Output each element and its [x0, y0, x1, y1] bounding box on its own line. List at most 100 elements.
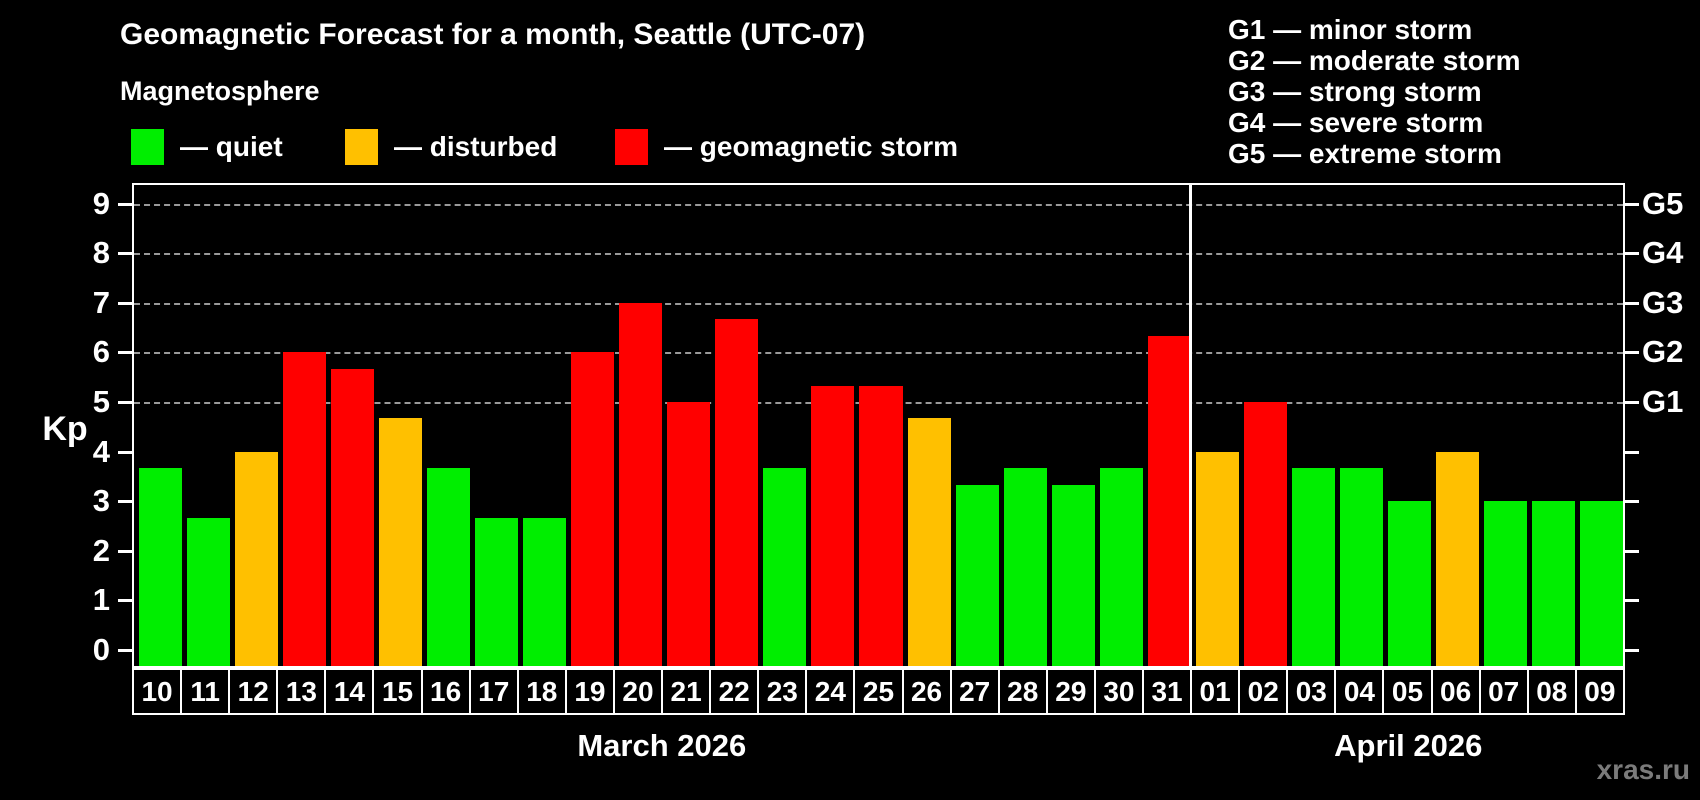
- y-tick-label-1: 1: [92, 582, 110, 618]
- day-label-march-24: 24: [805, 668, 856, 715]
- day-label-april-01: 01: [1190, 668, 1241, 715]
- bar-slot-march-22: [710, 185, 759, 666]
- legend-swatch-disturbed: [345, 129, 378, 165]
- legend-label-disturbed: — disturbed: [394, 131, 558, 162]
- y-tick-label-6: 6: [92, 334, 110, 370]
- day-label-march-16: 16: [420, 668, 471, 715]
- kp-bar-march-16: [427, 467, 471, 666]
- day-label-april-02: 02: [1238, 668, 1289, 715]
- kp-bar-april-03: [1291, 467, 1335, 666]
- bar-slot-april-01: [1191, 185, 1239, 666]
- month-label-april: April 2026: [1334, 728, 1483, 763]
- kp-bar-april-09: [1579, 501, 1623, 666]
- chart-title: Geomagnetic Forecast for a month, Seattl…: [120, 18, 866, 51]
- gridline-kp9: [134, 203, 1623, 206]
- bar-slot-april-09: [1575, 185, 1623, 666]
- y-tick-label-9: 9: [92, 185, 110, 221]
- g-legend-line-5: G5 — extreme storm: [1228, 138, 1502, 169]
- y-axis-title: Kp: [42, 410, 88, 448]
- kp-bar-march-18: [523, 517, 567, 666]
- gridline-kp7: [134, 302, 1623, 305]
- bar-slot-april-03: [1287, 185, 1335, 666]
- day-label-april-05: 05: [1382, 668, 1433, 715]
- g-axis-label-g4: G4: [1642, 235, 1684, 271]
- day-label-april-04: 04: [1334, 668, 1385, 715]
- kp-bar-march-13: [283, 352, 327, 666]
- magnetosphere-legend-title: Magnetosphere: [120, 76, 320, 106]
- kp-bar-march-17: [475, 517, 519, 666]
- day-label-march-31: 31: [1141, 668, 1193, 715]
- y-tick-label-8: 8: [92, 235, 110, 271]
- day-label-march-17: 17: [468, 668, 519, 715]
- y-tick-left-1: [118, 599, 132, 603]
- bar-slot-march-30: [1095, 185, 1143, 666]
- bar-slot-april-07: [1479, 185, 1527, 666]
- bar-slot-march-15: [374, 185, 423, 666]
- x-axis-day-labels: 10 11 12 13 14 15 16 17 18 19 20 21 22 23 24 25 26 27 28 29…: [132, 668, 1625, 715]
- y-tick-label-7: 7: [92, 284, 110, 320]
- day-label-march-14: 14: [324, 668, 375, 715]
- kp-bar-march-27: [955, 484, 999, 666]
- bar-slot-april-04: [1335, 185, 1383, 666]
- legend-swatch-storm: [615, 129, 648, 165]
- y-tick-label-0: 0: [92, 632, 110, 667]
- day-label-march-13: 13: [276, 668, 327, 715]
- kp-bar-april-01: [1195, 451, 1239, 666]
- day-label-march-29: 29: [1045, 668, 1096, 715]
- y-tick-left-8: [118, 252, 132, 256]
- bar-slot-march-27: [951, 185, 999, 666]
- plot-area: [132, 183, 1625, 668]
- day-label-march-25: 25: [853, 668, 904, 715]
- bar-slot-march-24: [806, 185, 855, 666]
- day-label-march-30: 30: [1093, 668, 1144, 715]
- g-legend-line-1: G1 — minor storm: [1228, 14, 1473, 45]
- bar-slot-april-02: [1239, 185, 1287, 666]
- bar-slot-march-23: [758, 185, 807, 666]
- bar-slot-march-21: [662, 185, 711, 666]
- kp-bar-march-23: [763, 467, 807, 666]
- kp-bar-april-05: [1387, 501, 1431, 666]
- kp-bar-march-22: [715, 319, 759, 666]
- bar-slot-april-06: [1431, 185, 1479, 666]
- y-tick-left-2: [118, 549, 132, 553]
- g-legend-line-2: G2 — moderate storm: [1228, 45, 1521, 76]
- kp-bar-april-08: [1531, 501, 1575, 666]
- y-tick-left-3: [118, 500, 132, 504]
- month-label-march: March 2026: [577, 728, 747, 763]
- y-tick-right-3: [1625, 500, 1639, 504]
- g-axis-label-g2: G2: [1642, 334, 1684, 370]
- y-tick-right-2: [1625, 549, 1639, 553]
- day-label-march-18: 18: [516, 668, 567, 715]
- kp-bar-april-07: [1483, 501, 1527, 666]
- g-scale-legend: G1 — minor storm G2 — moderate storm G3 — …: [1228, 14, 1521, 169]
- day-label-march-19: 19: [564, 668, 615, 715]
- y-tick-left-4: [118, 450, 132, 454]
- legend-label-quiet: — quiet: [180, 131, 283, 162]
- legend-item-quiet: — quiet: [131, 128, 283, 166]
- legend-item-disturbed: — disturbed: [345, 128, 557, 166]
- bar-slot-march-18: [518, 185, 567, 666]
- kp-bar-march-11: [187, 517, 231, 666]
- gridline-kp8: [134, 253, 1623, 256]
- kp-bar-march-20: [619, 302, 663, 666]
- kp-bar-april-02: [1243, 402, 1287, 666]
- kp-bar-march-25: [859, 385, 903, 666]
- kp-bar-march-26: [907, 418, 951, 666]
- y-tick-right-6: [1625, 351, 1639, 355]
- y-tick-left-7: [118, 301, 132, 305]
- kp-bar-march-14: [331, 368, 375, 666]
- bar-slot-march-26: [903, 185, 951, 666]
- kp-bar-march-12: [235, 451, 279, 666]
- kp-bar-march-30: [1099, 467, 1143, 666]
- bar-slot-march-31: [1143, 185, 1191, 666]
- y-tick-label-2: 2: [92, 532, 110, 568]
- kp-bar-march-19: [571, 352, 615, 666]
- bar-slot-march-12: [230, 185, 279, 666]
- day-label-april-08: 08: [1526, 668, 1577, 715]
- y-tick-label-5: 5: [92, 384, 110, 419]
- bar-slot-march-25: [854, 185, 903, 666]
- kp-bar-march-29: [1051, 484, 1095, 666]
- y-tick-right-9: [1625, 202, 1639, 206]
- bar-slot-april-05: [1383, 185, 1431, 666]
- kp-bar-march-24: [811, 385, 855, 666]
